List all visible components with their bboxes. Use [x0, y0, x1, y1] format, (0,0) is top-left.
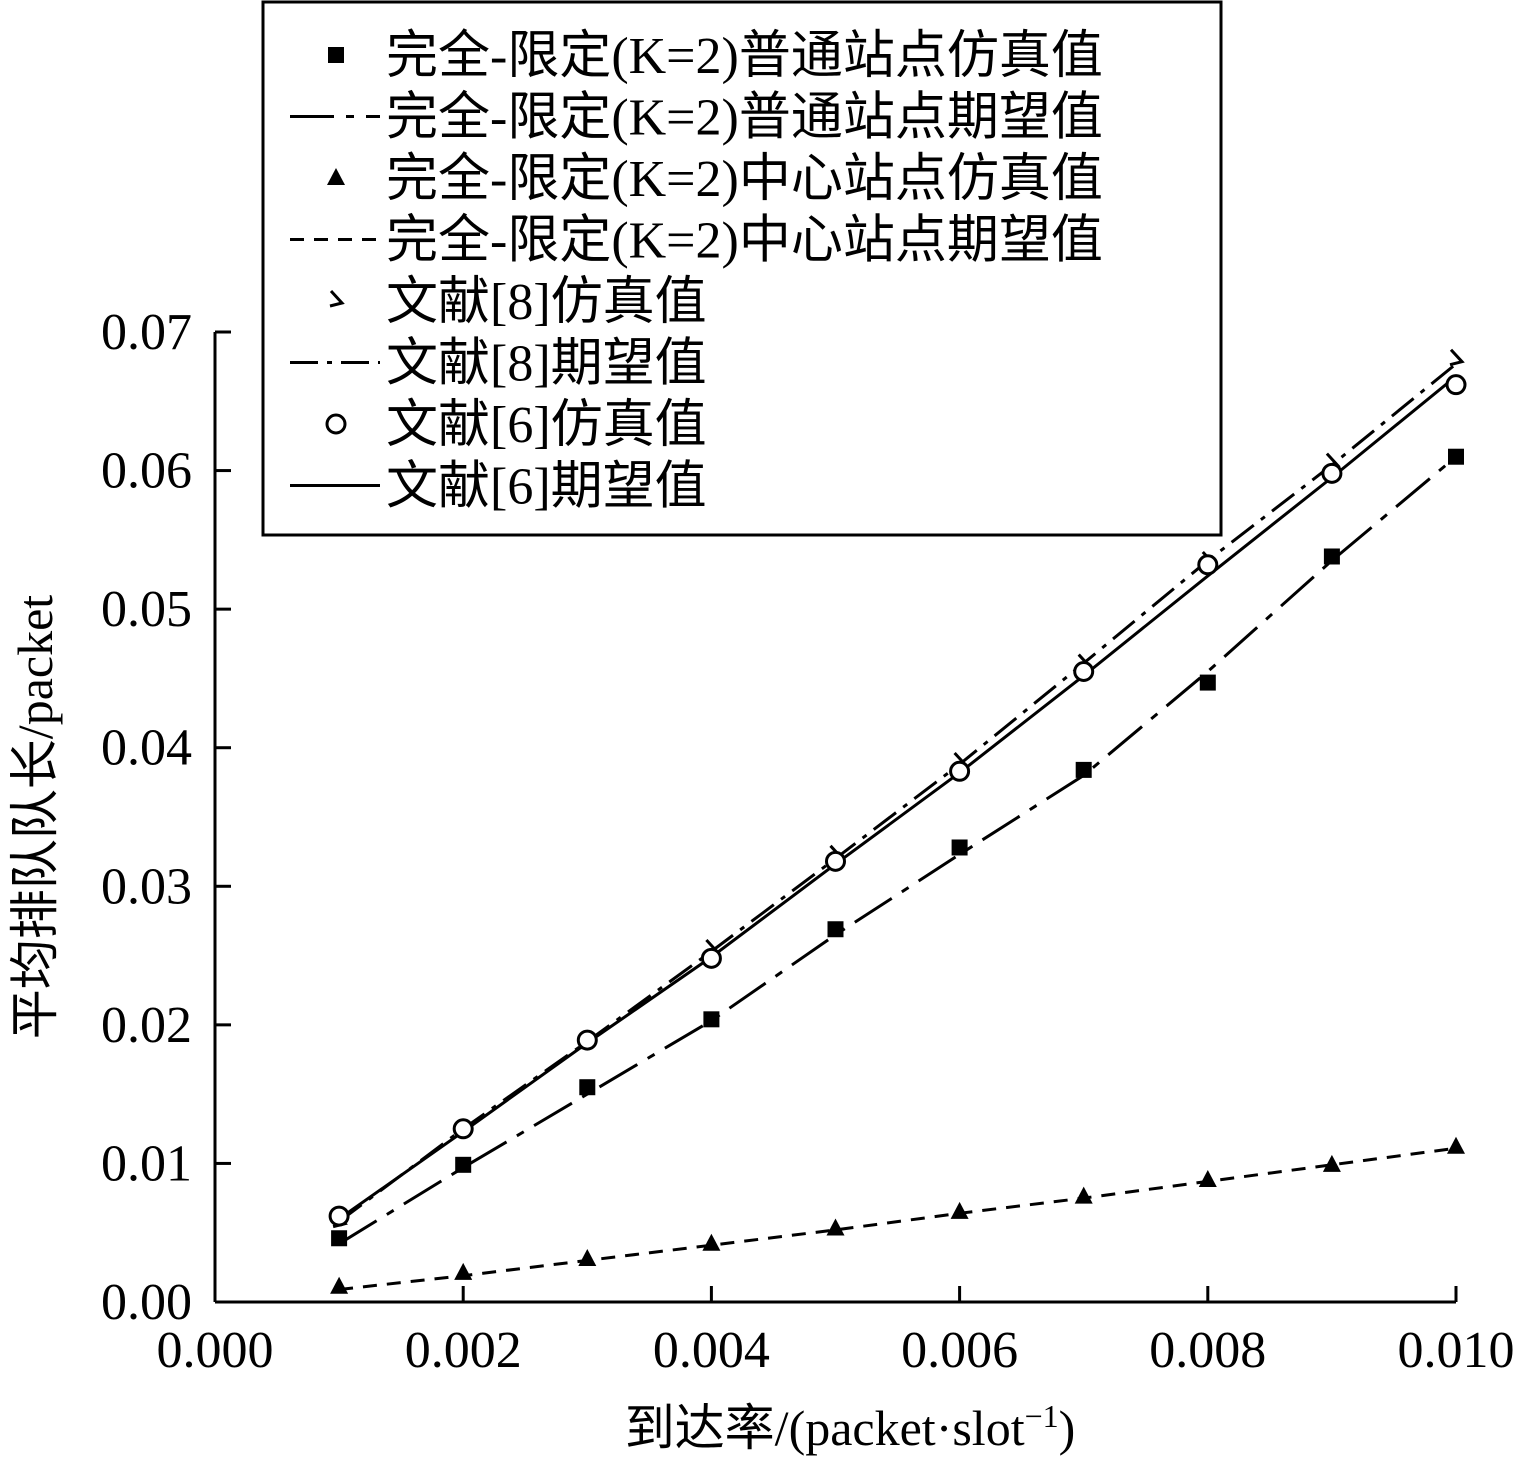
- legend-item-7: 文献[6]期望值: [290, 459, 707, 516]
- marker-circle-6-1: [452, 1118, 474, 1140]
- marker-triangle-2-2: [578, 1249, 597, 1267]
- legend-label-1: 完全-限定(K=2)普通站点期望值: [386, 90, 1103, 147]
- marker-triangle-2-4: [826, 1218, 845, 1236]
- y-tick-label: 0.01: [101, 1135, 192, 1192]
- marker-square-legend-0: [328, 47, 344, 63]
- legend-item-2: 完全-限定(K=2)中心站点仿真值: [327, 151, 1103, 208]
- marker-circle-6-3: [700, 947, 722, 969]
- marker-hook-legend-4: [329, 289, 345, 308]
- marker-circle-legend-6: [325, 413, 347, 435]
- x-axis-title-superscript: −1: [1025, 1398, 1059, 1434]
- marker-square-0-2: [579, 1079, 596, 1096]
- legend-items: 完全-限定(K=2)普通站点仿真值完全-限定(K=2)普通站点期望值完全-限定(…: [290, 28, 1103, 516]
- y-axis-title: 平均排队队长/packet: [7, 595, 63, 1039]
- marker-square-0-6: [1075, 761, 1092, 778]
- y-tick-label: 0.03: [101, 858, 192, 915]
- legend-item-5: 文献[8]期望值: [290, 336, 707, 393]
- legend-frame: [261, 0, 1223, 537]
- y-tick-label: 0.04: [101, 720, 192, 777]
- y-tick-label: 0.05: [101, 581, 192, 638]
- x-tick-label: 0.000: [157, 1322, 274, 1379]
- series-line-5: [338, 362, 1457, 1223]
- plot-markers: [328, 348, 1467, 1294]
- legend-item-6: 文献[6]仿真值: [325, 397, 707, 454]
- marker-triangle-2-8: [1322, 1154, 1341, 1172]
- legend-label-2: 完全-限定(K=2)中心站点仿真值: [386, 151, 1103, 208]
- marker-triangle-legend-2: [327, 168, 345, 185]
- marker-triangle-2-9: [1447, 1136, 1465, 1154]
- marker-triangle-2-7: [1198, 1170, 1217, 1188]
- series-line-1: [338, 455, 1457, 1246]
- marker-square-0-1: [455, 1156, 472, 1173]
- marker-circle-6-9: [1445, 374, 1467, 396]
- y-tick-label: 0.00: [101, 1274, 192, 1331]
- marker-square-0-3: [703, 1011, 720, 1028]
- y-ticks: 0.00 0.01 0.02 0.03 0.04 0.05 0.06 0.07: [101, 304, 231, 1331]
- x-axis-title: 到达率/(packet·slot−1): [625, 1398, 1076, 1456]
- x-ticks: 0.000 0.002 0.004 0.006 0.008 0.010: [157, 1286, 1515, 1379]
- legend: 完全-限定(K=2)普通站点仿真值完全-限定(K=2)普通站点期望值完全-限定(…: [261, 0, 1223, 537]
- marker-triangle-2-0: [330, 1276, 349, 1294]
- x-tick-label: 0.006: [901, 1322, 1018, 1379]
- legend-label-7: 文献[6]期望值: [386, 459, 707, 516]
- x-tick-label: 0.004: [653, 1322, 770, 1379]
- marker-circle-6-8: [1321, 462, 1343, 484]
- marker-hook-4-9: [1449, 348, 1465, 367]
- marker-triangle-2-3: [702, 1233, 721, 1251]
- marker-square-0-0: [331, 1230, 348, 1247]
- series-line-3: [338, 1146, 1457, 1291]
- marker-square-0-8: [1323, 548, 1340, 565]
- marker-square-0-7: [1199, 674, 1216, 691]
- legend-label-6: 文献[6]仿真值: [386, 397, 707, 454]
- marker-square-0-5: [951, 839, 968, 856]
- legend-item-4: 文献[8]仿真值: [329, 274, 707, 331]
- marker-circle-6-7: [1197, 554, 1219, 576]
- marker-circle-6-6: [1073, 661, 1095, 682]
- marker-circle-6-5: [949, 760, 971, 782]
- legend-item-1: 完全-限定(K=2)普通站点期望值: [290, 90, 1103, 147]
- marker-triangle-2-6: [1074, 1186, 1093, 1204]
- x-tick-label: 0.010: [1398, 1322, 1515, 1379]
- y-tick-label: 0.06: [101, 443, 192, 500]
- series-line-7: [338, 375, 1457, 1221]
- marker-triangle-2-5: [950, 1201, 969, 1219]
- legend-item-0: 完全-限定(K=2)普通站点仿真值: [328, 28, 1103, 85]
- marker-circle-6-2: [576, 1029, 598, 1051]
- legend-item-3: 完全-限定(K=2)中心站点期望值: [290, 213, 1103, 270]
- x-tick-label: 0.002: [405, 1322, 522, 1379]
- marker-circle-6-0: [328, 1205, 350, 1227]
- legend-label-0: 完全-限定(K=2)普通站点仿真值: [386, 28, 1103, 85]
- marker-triangle-2-1: [454, 1262, 473, 1280]
- marker-square-0-9: [1448, 448, 1464, 465]
- plot-lines: [338, 362, 1457, 1291]
- y-tick-label: 0.02: [101, 997, 192, 1054]
- y-tick-label: 0.07: [101, 304, 192, 361]
- legend-label-5: 文献[8]期望值: [386, 336, 707, 393]
- marker-square-0-4: [827, 921, 844, 938]
- legend-label-3: 完全-限定(K=2)中心站点期望值: [386, 213, 1103, 270]
- legend-label-4: 文献[8]仿真值: [386, 274, 707, 331]
- marker-circle-6-4: [825, 850, 846, 872]
- x-tick-label: 0.008: [1149, 1322, 1266, 1379]
